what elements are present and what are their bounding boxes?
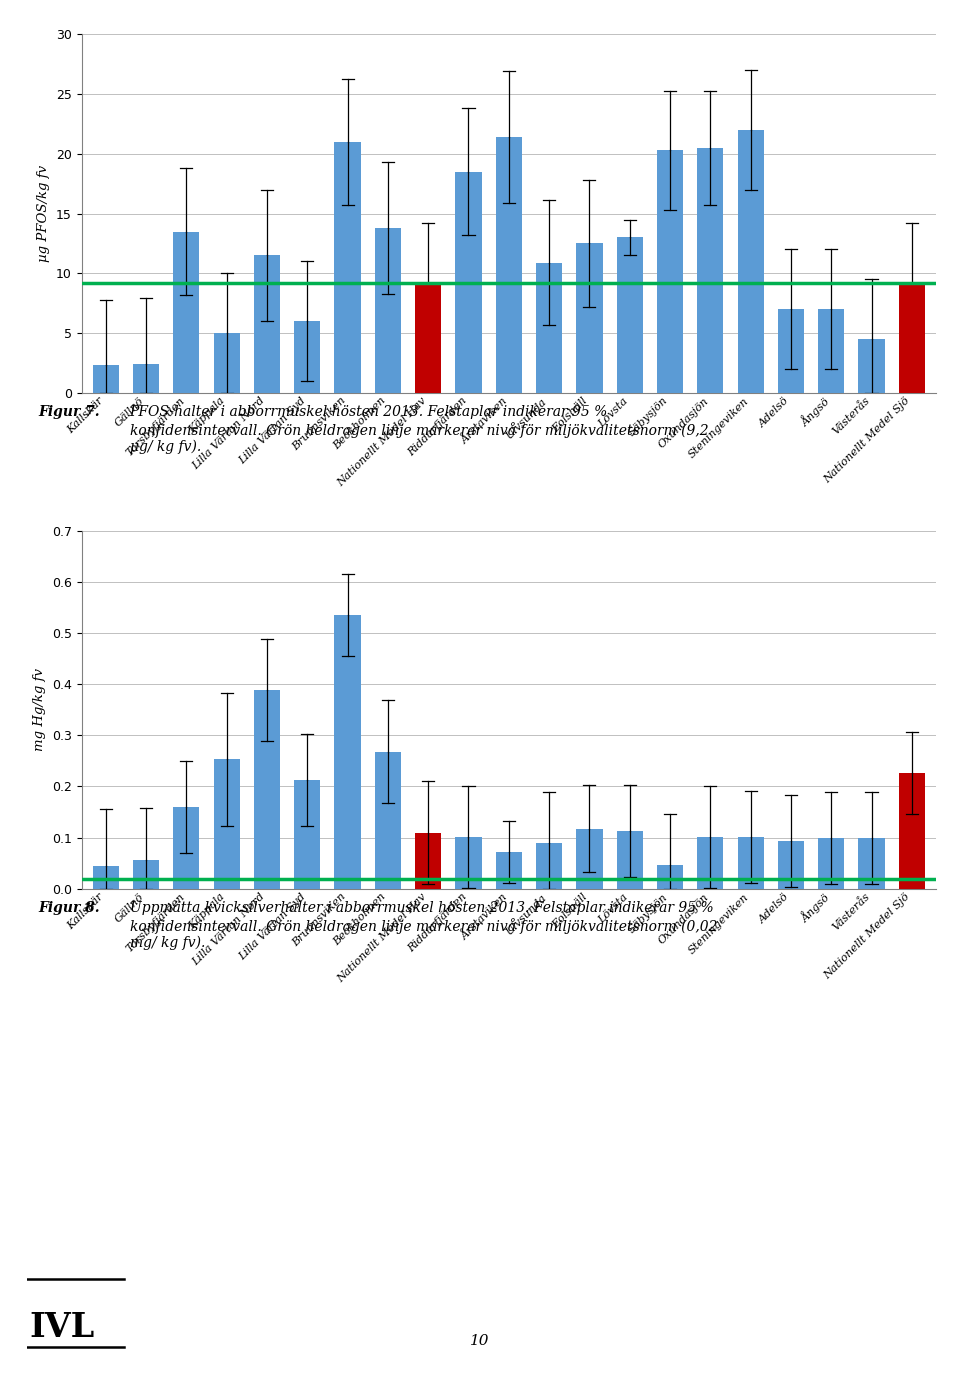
- Text: IVL: IVL: [30, 1310, 95, 1344]
- Text: Figur 8.: Figur 8.: [38, 901, 100, 915]
- Bar: [93, 365, 119, 393]
- Bar: [697, 147, 724, 393]
- Bar: [415, 282, 442, 393]
- Bar: [374, 751, 401, 889]
- Bar: [174, 232, 200, 393]
- Bar: [536, 843, 563, 889]
- Text: Uppmätta kvicksilverhalter i abborrmuskel hösten 2013. Felstaplar indikerar 95 %: Uppmätta kvicksilverhalter i abborrmuske…: [130, 901, 717, 951]
- Bar: [374, 227, 401, 393]
- Bar: [253, 255, 280, 393]
- Bar: [657, 865, 684, 889]
- Bar: [495, 138, 522, 393]
- Bar: [818, 838, 844, 889]
- Bar: [858, 339, 884, 393]
- Bar: [495, 852, 522, 889]
- Bar: [657, 150, 684, 393]
- Bar: [455, 172, 482, 393]
- Bar: [616, 237, 643, 393]
- Bar: [616, 831, 643, 889]
- Bar: [93, 865, 119, 889]
- Bar: [778, 309, 804, 393]
- Bar: [576, 830, 603, 889]
- Y-axis label: mg Hg/kg fv: mg Hg/kg fv: [34, 668, 46, 751]
- Text: PFOS-halter i abborrmuskel hösten 2013. Felstaplar indikerar 95 %
konfidensinter: PFOS-halter i abborrmuskel hösten 2013. …: [130, 405, 708, 455]
- Bar: [818, 309, 844, 393]
- Bar: [576, 244, 603, 393]
- Text: 10: 10: [470, 1334, 490, 1348]
- Bar: [455, 836, 482, 889]
- Bar: [174, 808, 200, 889]
- Bar: [213, 759, 240, 889]
- Text: Figur 7.: Figur 7.: [38, 405, 100, 419]
- Bar: [899, 773, 924, 889]
- Bar: [536, 263, 563, 393]
- Bar: [213, 333, 240, 393]
- Bar: [334, 142, 361, 393]
- Bar: [899, 282, 924, 393]
- Bar: [253, 690, 280, 889]
- Bar: [737, 836, 764, 889]
- Bar: [334, 615, 361, 889]
- Bar: [778, 841, 804, 889]
- Bar: [133, 860, 159, 889]
- Bar: [133, 364, 159, 393]
- Bar: [294, 780, 321, 889]
- Y-axis label: µg PFOS/kg fv: µg PFOS/kg fv: [37, 165, 51, 262]
- Bar: [737, 130, 764, 393]
- Bar: [697, 836, 724, 889]
- Bar: [858, 838, 884, 889]
- Bar: [415, 832, 442, 889]
- Bar: [294, 321, 321, 393]
